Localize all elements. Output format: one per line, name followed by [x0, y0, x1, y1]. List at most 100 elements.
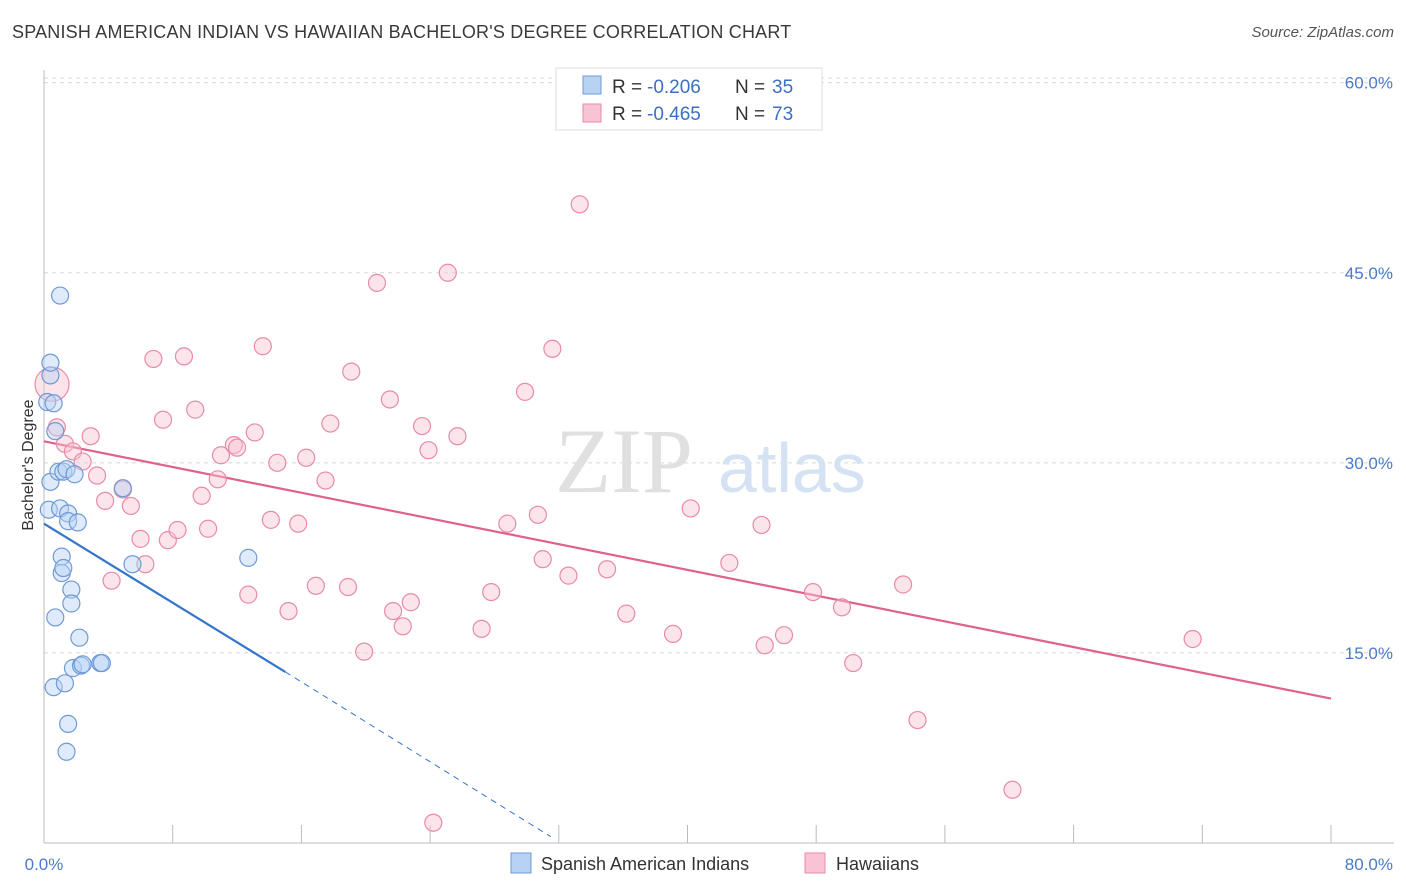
blue-point-23: [59, 714, 78, 733]
pink-point-25: [239, 585, 258, 604]
legend-n-value-1: 73: [772, 104, 793, 125]
bottom-legend-label-blue: Spanish American Indians: [541, 854, 749, 874]
blue-point-18: [59, 512, 78, 531]
x-tick-label-1: 80.0%: [1345, 855, 1393, 874]
pink-point-65: [774, 626, 794, 645]
blue-point-4: [41, 353, 60, 372]
blue-trend-line-extension: [285, 671, 552, 838]
pink-point-70: [908, 710, 927, 730]
legend: R = -0.206 N = 35 R = -0.465 N = 73: [555, 67, 823, 131]
pink-point-23: [224, 435, 243, 455]
pink-point-69: [893, 575, 913, 594]
pink-point-49: [472, 619, 491, 638]
legend-swatch-pink: [582, 103, 602, 123]
pink-point-18: [186, 400, 205, 419]
pink-point-40: [380, 390, 399, 409]
pink-point-35: [321, 414, 340, 433]
pink-point-22: [211, 446, 231, 465]
legend-n-label-1: N =: [735, 104, 765, 125]
pink-point-27: [253, 337, 272, 356]
pink-point-29: [268, 453, 287, 472]
blue-point-10: [46, 608, 65, 627]
pink-point-43: [401, 593, 420, 612]
pink-point-68: [844, 653, 863, 673]
legend-r-label-0: R =: [612, 77, 642, 98]
pink-point-41: [383, 601, 403, 621]
pink-point-16: [168, 520, 187, 540]
watermark: ZIP atlas: [555, 410, 866, 512]
blue-point-24: [57, 742, 76, 761]
pink-point-34: [316, 471, 335, 490]
pink-point-59: [617, 604, 636, 623]
blue-point-20: [62, 594, 81, 613]
pink-point-51: [498, 514, 517, 533]
blue-point-15: [54, 462, 73, 481]
blue-point-3: [41, 366, 60, 385]
trend-lines: [43, 440, 1332, 838]
data-points: [34, 195, 1202, 832]
blue-point-14: [50, 286, 70, 305]
blue-point-31: [92, 653, 112, 673]
watermark-zip: ZIP: [555, 410, 693, 512]
blue-point-29: [73, 655, 92, 674]
bottom-legend-swatch-blue: [510, 852, 532, 874]
pink-point-67: [832, 598, 852, 617]
blue-point-5: [44, 394, 63, 413]
pink-point-48: [448, 427, 467, 446]
pink-point-60: [663, 624, 683, 644]
pink-point-56: [559, 566, 578, 585]
legend-n-value-0: 35: [772, 77, 793, 98]
y-tick-label-1: 30.0%: [1345, 454, 1393, 473]
blue-point-34: [239, 548, 258, 567]
y-tick-label-2: 45.0%: [1345, 264, 1393, 283]
pink-point-14: [153, 410, 173, 429]
axes: [43, 70, 1394, 844]
blue-point-33: [123, 555, 142, 574]
bottom-legend: Spanish American Indians Hawaiians: [510, 852, 919, 874]
bottom-legend-label-pink: Hawaiians: [836, 854, 919, 874]
pink-point-45: [419, 441, 438, 460]
pink-trend-line: [43, 440, 1332, 700]
chart-source: Source: ZipAtlas.com: [1251, 24, 1394, 41]
pink-point-31: [289, 514, 308, 533]
blue-point-6: [46, 422, 65, 441]
pink-point-28: [261, 510, 280, 529]
pink-point-58: [597, 560, 617, 579]
blue-point-0: [38, 392, 57, 412]
pink-point-24: [227, 438, 247, 457]
y-tick-label-3: 60.0%: [1345, 74, 1393, 93]
pink-point-61: [681, 499, 700, 518]
bottom-legend-swatch-pink: [804, 852, 826, 874]
pink-point-12: [136, 555, 155, 574]
pink-point-66: [803, 582, 823, 602]
legend-r-label-1: R =: [612, 104, 642, 125]
pink-point-72: [1183, 629, 1202, 649]
pink-point-17: [174, 347, 194, 366]
watermark-atlas: atlas: [718, 429, 866, 507]
pink-point-21: [208, 470, 227, 489]
pink-point-55: [543, 339, 562, 358]
pink-point-19: [192, 486, 211, 505]
pink-point-52: [515, 382, 535, 401]
legend-swatch-blue: [582, 75, 602, 95]
pink-point-62: [720, 553, 739, 573]
blue-point-27: [70, 628, 89, 647]
y-tick-labels: 15.0% 30.0% 45.0% 60.0%: [1345, 74, 1393, 663]
blue-point-26: [68, 513, 87, 532]
pink-point-42: [393, 617, 412, 636]
x-tick-label-0: 0.0%: [25, 855, 64, 874]
pink-point-57: [570, 195, 589, 214]
pink-point-46: [424, 813, 443, 832]
x-tick-labels: 0.0% 80.0%: [25, 855, 1393, 874]
pink-point-30: [279, 601, 298, 621]
pink-point-47: [438, 263, 457, 282]
pink-point-32: [297, 448, 316, 467]
legend-r-value-1: -0.465: [647, 104, 701, 125]
pink-point-71: [1003, 780, 1022, 799]
blue-trend-line: [43, 522, 286, 673]
legend-n-label-0: N =: [735, 77, 765, 98]
blue-point-25: [65, 465, 84, 484]
pink-point-37: [342, 362, 361, 381]
blue-point-19: [62, 580, 81, 599]
pink-point-5: [81, 427, 100, 446]
